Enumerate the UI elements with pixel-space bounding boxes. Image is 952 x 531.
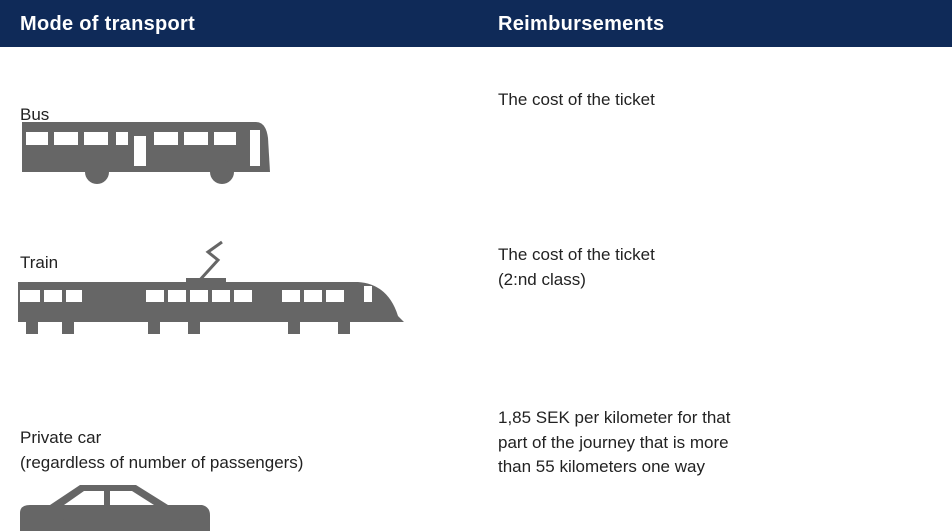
reimbursement-text: part of the journey that is more [498, 433, 729, 452]
reimbursement-text: than 55 kilometers one way [498, 457, 705, 476]
reimbursement-text: The cost of the ticket [498, 90, 655, 109]
train-icon [18, 240, 404, 334]
reimbursement-text: 1,85 SEK per kilometer for that [498, 408, 731, 427]
reimbursement-text: The cost of the ticket [498, 245, 655, 264]
table-header: Mode of transport Reimbursements [0, 0, 952, 47]
reimbursement-text: (2:nd class) [498, 270, 586, 289]
mode-text: (regardless of number of passengers) [20, 453, 304, 472]
mode-text: Private car [20, 428, 102, 447]
bus-icon [22, 122, 270, 184]
mode-text: Bus [20, 105, 50, 124]
mode-text: Train [20, 253, 59, 268]
header-cell: Mode of transport [20, 13, 196, 35]
car-icon [20, 485, 210, 531]
header-cell: Reimbursements [498, 13, 665, 35]
